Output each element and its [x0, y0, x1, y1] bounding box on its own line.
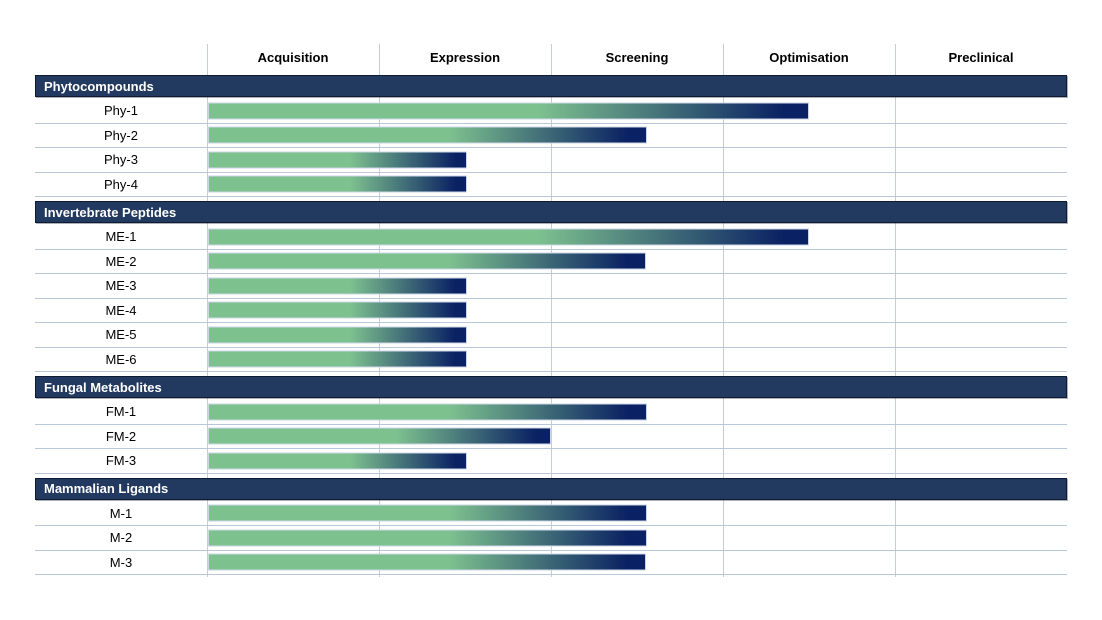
stage-header: Screening	[605, 49, 669, 65]
pipeline-row: Phy-4	[35, 173, 1067, 197]
category-label: Invertebrate Peptides	[44, 204, 177, 220]
progress-bar	[208, 553, 646, 571]
row-label: Phy-4	[104, 176, 138, 192]
progress-bar	[208, 427, 551, 445]
row-label: M-2	[109, 530, 133, 546]
stage-header: Acquisition	[257, 49, 329, 65]
row-label: FM-3	[105, 453, 137, 469]
category-label: Fungal Metabolites	[44, 379, 162, 395]
row-label: M-1	[109, 505, 133, 521]
category-label: Mammalian Ligands	[44, 481, 169, 496]
pipeline-row: ME-2	[35, 250, 1067, 274]
column-gridline	[551, 44, 552, 577]
column-gridline	[723, 44, 724, 577]
row-track	[207, 449, 1067, 473]
pipeline-row: ME-3	[35, 274, 1067, 299]
pipeline-chart: Acquisition Expression Screening Optimisati…	[35, 44, 1067, 577]
stage-header-row: Acquisition Expression Screening Optimisati…	[35, 44, 1067, 70]
row-track	[207, 348, 1067, 372]
pipeline-row: ME-6	[35, 348, 1067, 372]
pipeline-row: Phy-1	[35, 99, 1067, 124]
progress-bar	[208, 102, 809, 120]
row-track	[207, 173, 1067, 197]
pipeline-row: ME-5	[35, 323, 1067, 348]
category-header: Phytocompounds	[35, 75, 1067, 97]
row-track	[207, 225, 1067, 249]
progress-bar	[208, 126, 647, 144]
row-label: ME-3	[105, 278, 137, 294]
row-label: ME-6	[105, 351, 137, 367]
progress-bar	[208, 228, 809, 246]
pipeline-row: FM-2	[35, 425, 1067, 449]
progress-bar	[208, 350, 467, 368]
pipeline-row: M-1	[35, 502, 1067, 526]
row-track	[207, 526, 1067, 550]
pipeline-row: M-3	[35, 551, 1067, 575]
progress-bar	[208, 452, 467, 470]
progress-bar	[208, 326, 467, 344]
stage-header: Expression	[429, 49, 501, 65]
row-label: Phy-3	[104, 152, 138, 168]
pipeline-row: Phy-2	[35, 124, 1067, 148]
row-label: ME-2	[105, 253, 137, 269]
row-track	[207, 502, 1067, 526]
category-header: Fungal Metabolites	[35, 376, 1067, 398]
pipeline-row: FM-3	[35, 449, 1067, 474]
category-header: Invertebrate Peptides	[35, 201, 1067, 223]
row-track	[207, 323, 1067, 347]
row-label: M-3	[109, 554, 133, 570]
row-label: ME-4	[105, 302, 137, 318]
row-track	[207, 299, 1067, 323]
row-label: Phy-2	[104, 127, 138, 143]
row-label: Phy-1	[104, 103, 138, 119]
progress-bar	[208, 175, 467, 193]
category-label: Phytocompounds	[44, 78, 154, 94]
row-track	[207, 148, 1067, 172]
row-track	[207, 250, 1067, 274]
stage-header: Optimisation	[769, 49, 849, 65]
row-label: FM-1	[105, 404, 137, 420]
row-label: ME-5	[105, 327, 137, 343]
pipeline-row: Phy-3	[35, 148, 1067, 173]
progress-bar	[208, 151, 467, 169]
row-track	[207, 425, 1067, 449]
pipeline-row: M-2	[35, 526, 1067, 551]
chart-body: Phytocompounds Phy-1 Phy-2 Phy-3 Phy-4 Invert…	[35, 75, 1067, 575]
pipeline-row: ME-4	[35, 299, 1067, 323]
progress-bar	[208, 252, 646, 270]
row-track	[207, 124, 1067, 148]
row-track	[207, 400, 1067, 424]
pipeline-row: ME-1	[35, 225, 1067, 250]
column-gridline	[207, 44, 208, 577]
progress-bar	[208, 504, 647, 522]
column-gridline	[895, 44, 896, 577]
category-header: Mammalian Ligands	[35, 477, 1067, 500]
stage-header: Preclinical	[948, 49, 1014, 65]
row-track	[207, 274, 1067, 298]
row-label: FM-2	[105, 428, 137, 444]
pipeline-row: FM-1	[35, 400, 1067, 425]
progress-bar	[208, 301, 467, 319]
progress-bar	[208, 403, 647, 421]
row-track	[207, 99, 1067, 123]
progress-bar	[208, 529, 647, 547]
row-label: ME-1	[105, 229, 137, 245]
progress-bar	[208, 277, 467, 295]
row-track	[207, 551, 1067, 575]
